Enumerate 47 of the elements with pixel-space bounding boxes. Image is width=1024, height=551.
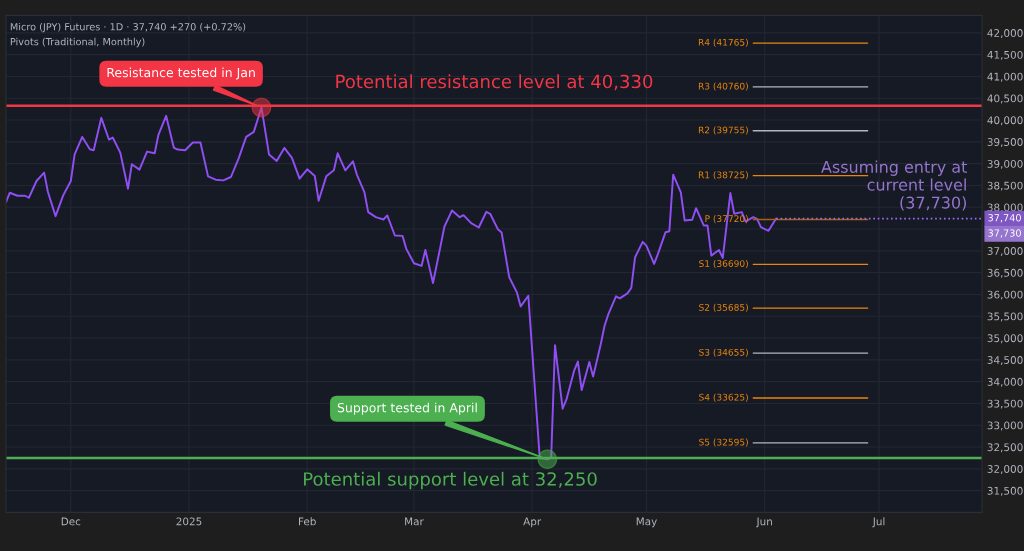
series-label: S5 (32595): [699, 438, 748, 447]
series-label: R3 (40760): [698, 82, 748, 91]
series-label: R4 (41765): [698, 38, 748, 47]
y-tick-label: 33,500: [987, 399, 1023, 409]
y-tick-label: 42,000: [987, 29, 1023, 39]
series-label: R1 (38725): [698, 171, 748, 180]
series-label: S4 (33625): [699, 393, 748, 402]
x-tick-label: Apr: [523, 517, 542, 528]
y-tick-label: 31,500: [987, 486, 1023, 496]
x-tick-label: Mar: [405, 517, 424, 526]
y-tick-label: 34,000: [987, 377, 1023, 387]
y-tick-label: 35,000: [987, 334, 1023, 344]
series-label: S1 (36690): [699, 260, 748, 269]
y-tick-label: 35,500: [987, 312, 1023, 322]
y-tick-label: 38,000: [987, 203, 1023, 213]
y-tick-label: 32,000: [987, 465, 1023, 474]
y-tick-label: 36,000: [987, 290, 1023, 300]
x-tick-label: 2025: [176, 517, 202, 526]
text: 37,740: [988, 214, 1021, 223]
x-tick-label: Dec: [61, 517, 81, 526]
y-tick-label: 39,500: [987, 138, 1023, 148]
x-tick-label: Jul: [872, 517, 885, 528]
x-tick-label: May: [636, 517, 657, 528]
series-label: R2 (39755): [698, 126, 748, 135]
annotation: Assuming entry at current level (37,730): [821, 160, 967, 211]
y-tick-label: 32,500: [987, 443, 1023, 453]
y-tick-label: 41,000: [987, 72, 1023, 82]
x-tick-label: Jun: [756, 517, 772, 528]
text: Micro (JPY) Futures · 1D · 37,740 +270 (+0.72%): [10, 22, 246, 33]
y-tick-label: 33,000: [987, 421, 1023, 431]
text: 37,730: [988, 229, 1021, 238]
y-tick-label: 34,500: [987, 356, 1023, 366]
y-tick-label: 40,500: [987, 94, 1023, 104]
ref-line-label: Potential support level at 32,250: [304, 471, 597, 490]
y-tick-label: 37,000: [987, 247, 1023, 257]
x-tick-label: Feb: [298, 517, 316, 526]
series-label: S2 (35685): [699, 303, 748, 312]
text: Pivots (Traditional, Monthly): [10, 37, 145, 48]
annotation: Resistance tested in Jan: [107, 67, 255, 80]
annotation: Support tested in April: [337, 402, 477, 415]
y-tick-label: 38,500: [987, 181, 1023, 191]
y-tick-label: 41,500: [987, 50, 1023, 60]
series-label: S3 (34655): [699, 348, 748, 357]
ref-line-label: Potential resistance level at 40,330: [336, 74, 653, 91]
y-tick-label: 39,000: [987, 159, 1023, 169]
y-tick-label: 36,500: [987, 268, 1023, 278]
y-tick-label: 40,000: [987, 116, 1023, 126]
